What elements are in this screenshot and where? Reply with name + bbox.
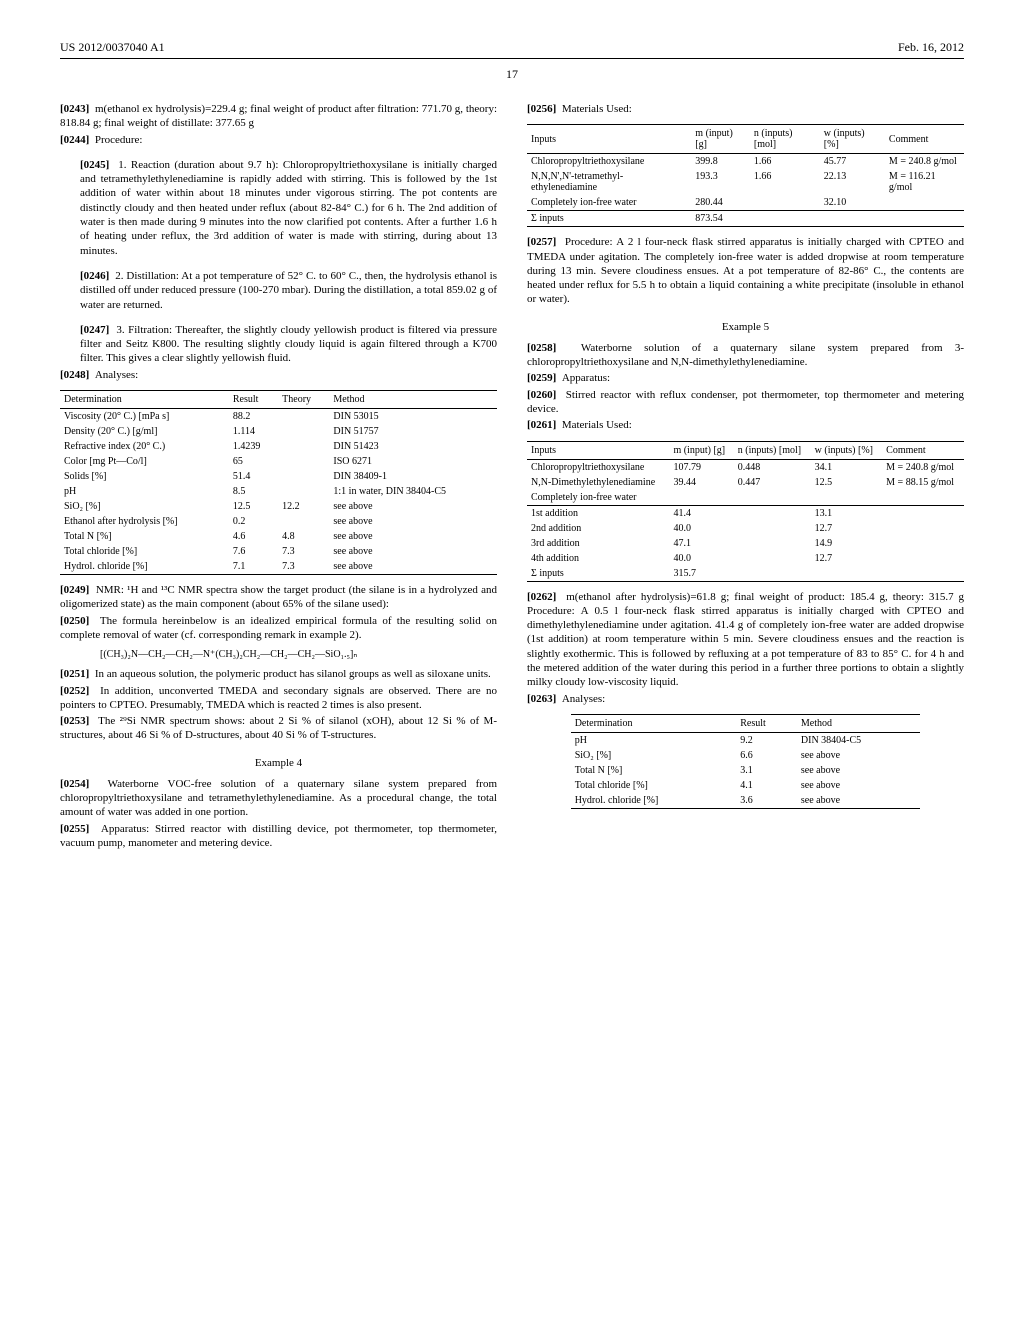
para-0251: [0251] In an aqueous solution, the polym… (60, 667, 497, 681)
page-number: 17 (60, 67, 964, 82)
para-0249: [0249] NMR: ¹H and ¹³C NMR spectra show … (60, 583, 497, 612)
table-row: Total N [%]3.1see above (571, 763, 921, 778)
table-row: 1st addition41.413.1 (527, 505, 964, 521)
para-0263: [0263] Analyses: (527, 692, 964, 706)
table-row: 4th addition40.012.7 (527, 551, 964, 566)
para-0253: [0253] The ²⁹Si NMR spectrum shows: abou… (60, 714, 497, 743)
para-0248: [0248] Analyses: (60, 368, 497, 382)
para-0258: [0258] Waterborne solution of a quaterna… (527, 341, 964, 370)
table-row: Chloropropyltriethoxysilane107.790.44834… (527, 459, 964, 475)
table-row: Refractive index (20° C.)1.4239DIN 51423 (60, 439, 497, 454)
table-row: Total N [%]4.64.8see above (60, 529, 497, 544)
para-0262: [0262] m(ethanol after hydrolysis)=61.8 … (527, 590, 964, 690)
para-0259: [0259] Apparatus: (527, 371, 964, 385)
table-row: SiO₂ [%]6.6see above (571, 748, 921, 763)
para-0254: [0254] Waterborne VOC-free solution of a… (60, 777, 497, 820)
table-row: Color [mg Pt—Co/l]65ISO 6271 (60, 454, 497, 469)
table-row: N,N,N',N'-tetramethyl-ethylenediamine193… (527, 169, 964, 195)
para-0256: [0256] Materials Used: (527, 102, 964, 116)
example-5-title: Example 5 (527, 321, 964, 333)
table-row: Solids [%]51.4DIN 38409-1 (60, 469, 497, 484)
left-column: [0243] m(ethanol ex hydrolysis)=229.4 g;… (60, 102, 497, 852)
para-0252: [0252] In addition, unconverted TMEDA an… (60, 684, 497, 713)
para-0257: [0257] Procedure: A 2 l four-neck flask … (527, 235, 964, 306)
table-row: Chloropropyltriethoxysilane399.81.6645.7… (527, 154, 964, 170)
para-0261: [0261] Materials Used: (527, 418, 964, 432)
table-row: pH9.2DIN 38404-C5 (571, 732, 921, 748)
para-0245: [0245] 1. Reaction (duration about 9.7 h… (80, 158, 497, 258)
table-row: Total chloride [%]4.1see above (571, 778, 921, 793)
inputs-table-2: Inputs m (input) [g] n (inputs) [mol] w … (527, 124, 964, 227)
header-pubid: US 2012/0037040 A1 (60, 40, 165, 55)
table-row: Viscosity (20° C.) [mPa s]88.2DIN 53015 (60, 409, 497, 425)
para-0255: [0255] Apparatus: Stirred reactor with d… (60, 822, 497, 851)
right-column: [0256] Materials Used: Inputs m (input) … (527, 102, 964, 852)
header-date: Feb. 16, 2012 (898, 40, 964, 55)
para-0246: [0246] 2. Distillation: At a pot tempera… (80, 269, 497, 312)
table-row: Ethanol after hydrolysis [%]0.2see above (60, 514, 497, 529)
table-row: SiO₂ [%]12.512.2see above (60, 499, 497, 514)
two-column-layout: [0243] m(ethanol ex hydrolysis)=229.4 g;… (60, 102, 964, 852)
example-4-title: Example 4 (60, 757, 497, 769)
table-row: Σ inputs873.54 (527, 211, 964, 227)
para-0247: [0247] 3. Filtration: Thereafter, the sl… (80, 323, 497, 366)
page-header: US 2012/0037040 A1 Feb. 16, 2012 (60, 40, 964, 59)
table-row: Completely ion-free water (527, 490, 964, 506)
table-row: Density (20° C.) [g/ml]1.114DIN 51757 (60, 424, 497, 439)
table-row: 2nd addition40.012.7 (527, 521, 964, 536)
analyses-table-1: Determination Result Theory Method Visco… (60, 390, 497, 575)
table-row: Hydrol. chloride [%]3.6see above (571, 793, 921, 809)
table-row: Hydrol. chloride [%]7.17.3see above (60, 559, 497, 575)
table-row: Completely ion-free water280.4432.10 (527, 195, 964, 211)
table-row: pH8.51:1 in water, DIN 38404-C5 (60, 484, 497, 499)
para-0260: [0260] Stirred reactor with reflux conde… (527, 388, 964, 417)
table-row: Total chloride [%]7.67.3see above (60, 544, 497, 559)
para-0250: [0250] The formula hereinbelow is an ide… (60, 614, 497, 643)
table-row: Σ inputs315.7 (527, 566, 964, 582)
para-0243: [0243] m(ethanol ex hydrolysis)=229.4 g;… (60, 102, 497, 131)
table-row: 3rd addition47.114.9 (527, 536, 964, 551)
inputs-table-3: Inputs m (input) [g] n (inputs) [mol] w … (527, 441, 964, 582)
table-row: N,N-Dimethylethylenediamine39.440.44712.… (527, 475, 964, 490)
chemical-formula: [(CH₃)₂N—CH₂—CH₂—N⁺(CH₃)₂CH₂—CH₂—CH₂—SiO… (100, 648, 497, 661)
para-0244: [0244] Procedure: (60, 133, 497, 147)
analyses-table-4: Determination Result Method pH9.2DIN 384… (571, 714, 921, 809)
